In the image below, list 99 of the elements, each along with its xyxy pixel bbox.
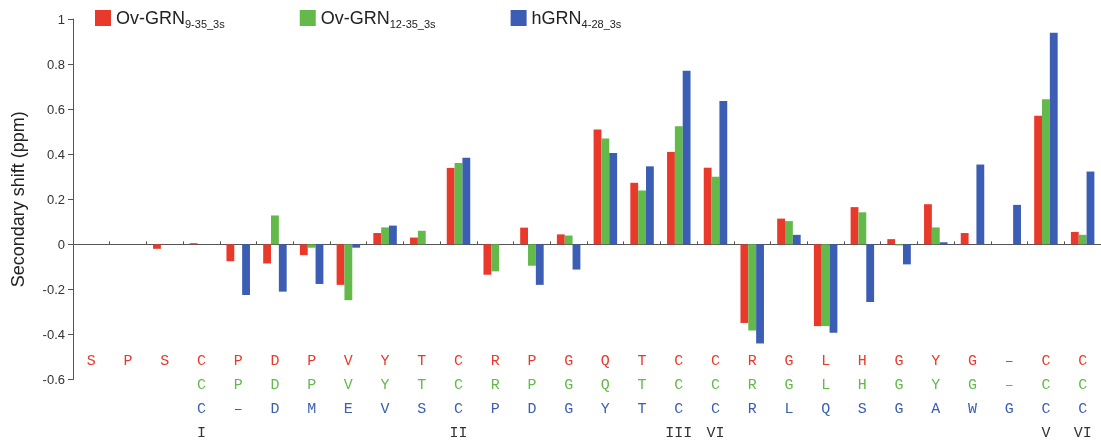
bar	[777, 218, 786, 245]
bar	[271, 215, 279, 245]
bar	[278, 244, 287, 292]
bar	[939, 242, 948, 245]
x-tick-label: T T T	[637, 353, 647, 418]
y-tick-label: 1	[57, 11, 65, 27]
x-tick-label: Y Y V	[380, 353, 390, 418]
bar	[609, 153, 618, 245]
bar	[858, 212, 867, 245]
bar	[829, 244, 838, 333]
bar	[564, 235, 573, 245]
bar	[1078, 234, 1087, 245]
bar	[483, 244, 492, 275]
bar	[887, 239, 896, 245]
bar	[756, 244, 764, 344]
bar	[667, 151, 675, 245]
bar	[1034, 115, 1043, 245]
bar	[528, 244, 536, 266]
bar	[645, 166, 654, 245]
bar	[417, 230, 426, 245]
bar	[785, 221, 793, 245]
x-tick-label: R R P	[490, 353, 500, 418]
bar	[344, 244, 353, 301]
bar	[242, 244, 250, 296]
bar	[866, 244, 875, 302]
y-tick-label: -0.4	[42, 326, 65, 342]
bar	[1042, 99, 1050, 245]
bar	[535, 244, 544, 285]
bar	[748, 244, 757, 331]
x-tick-label: R R R	[747, 353, 757, 418]
bar	[153, 244, 161, 249]
bar	[388, 225, 397, 245]
bar	[740, 244, 749, 323]
x-tick-label: C C C VI	[706, 353, 725, 441]
y-tick-label: 0.2	[46, 191, 65, 207]
bar	[976, 164, 985, 245]
bar	[1049, 32, 1058, 245]
bar	[682, 70, 691, 245]
x-tick-label: P P D	[527, 353, 537, 418]
bar	[960, 233, 969, 245]
x-tick-label: H H S	[857, 353, 867, 418]
bar	[462, 157, 471, 245]
bar	[373, 233, 382, 245]
x-tick-label: G G G	[564, 353, 574, 418]
y-tick-label: 0.8	[46, 56, 65, 72]
x-tick-label: V V E	[343, 353, 353, 418]
x-tick-label: P P M	[307, 353, 317, 418]
bar	[263, 244, 272, 264]
bar	[299, 244, 308, 256]
bar	[410, 237, 418, 245]
bar	[813, 244, 822, 327]
y-tick-label: -0.2	[42, 281, 65, 297]
bar	[719, 101, 728, 245]
y-tick-label: 0	[57, 236, 65, 252]
bar	[226, 244, 235, 262]
bar	[491, 244, 500, 272]
bar	[924, 204, 932, 245]
bar	[821, 244, 830, 327]
bar	[792, 234, 801, 245]
x-tick-label: S	[86, 353, 96, 370]
x-tick-label: C C C III	[665, 353, 693, 441]
bar	[520, 227, 529, 245]
x-tick-label: – – G	[1004, 353, 1014, 418]
bar	[931, 227, 940, 245]
bar	[307, 244, 316, 248]
x-tick-label: C C C II	[449, 353, 468, 441]
x-tick-label: Q Q Y	[600, 353, 610, 418]
bar	[1070, 231, 1079, 245]
bar	[902, 244, 911, 265]
x-tick-label: Y Y A	[931, 353, 941, 418]
bar	[556, 234, 565, 245]
bar	[336, 244, 345, 285]
bar	[630, 182, 639, 245]
x-tick-label: G G L	[784, 353, 794, 418]
x-tick-label: C C C VI	[1073, 353, 1092, 441]
y-tick-label: 0.6	[46, 101, 65, 117]
x-tick-label: C C C V	[1041, 353, 1051, 441]
x-tick-label: C C C I	[196, 353, 207, 441]
x-tick-label: G G G	[894, 353, 904, 418]
x-tick-label: D D D	[270, 353, 280, 418]
x-tick-label: G G W	[967, 353, 978, 418]
bar	[352, 244, 361, 248]
bar	[572, 244, 581, 270]
x-tick-label: P P –	[233, 353, 243, 418]
x-tick-label: L L Q	[821, 353, 831, 418]
x-tick-label: T T S	[417, 353, 427, 418]
bar	[674, 126, 683, 245]
y-axis-title: Secondary shift (ppm)	[8, 111, 28, 288]
bar	[703, 167, 712, 245]
x-tick-label: S	[160, 353, 170, 370]
bar	[315, 244, 324, 284]
bar	[446, 167, 455, 245]
bar	[381, 227, 389, 245]
y-tick-label: 0.4	[46, 146, 65, 162]
x-tick-label: P	[123, 353, 133, 370]
bar	[638, 190, 646, 245]
bar	[1013, 204, 1021, 245]
bar	[601, 138, 610, 245]
y-tick-label: -0.6	[42, 372, 65, 387]
